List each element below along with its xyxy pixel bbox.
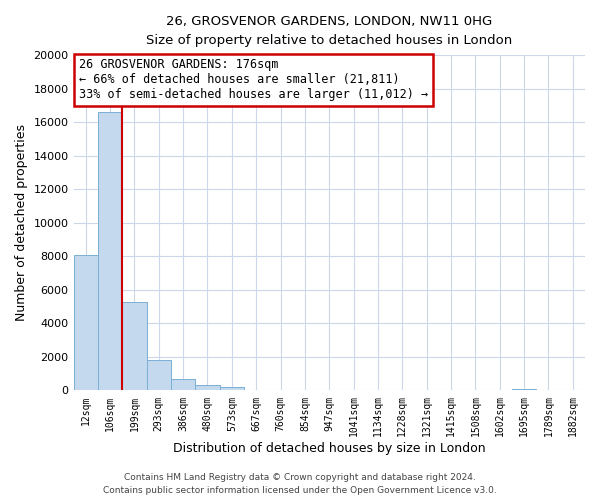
Bar [98, 112, 122, 390]
Y-axis label: Number of detached properties: Number of detached properties [15, 124, 28, 322]
X-axis label: Distribution of detached houses by size in London: Distribution of detached houses by size … [173, 442, 485, 455]
Bar [74, 254, 98, 390]
Bar [512, 389, 536, 390]
Bar [196, 386, 220, 390]
Bar [171, 378, 196, 390]
Bar [146, 360, 171, 390]
Bar [220, 387, 244, 390]
Text: Contains HM Land Registry data © Crown copyright and database right 2024.
Contai: Contains HM Land Registry data © Crown c… [103, 474, 497, 495]
Bar [122, 302, 146, 390]
Title: 26, GROSVENOR GARDENS, LONDON, NW11 0HG
Size of property relative to detached ho: 26, GROSVENOR GARDENS, LONDON, NW11 0HG … [146, 15, 512, 47]
Text: 26 GROSVENOR GARDENS: 176sqm
← 66% of detached houses are smaller (21,811)
33% o: 26 GROSVENOR GARDENS: 176sqm ← 66% of de… [79, 58, 428, 102]
